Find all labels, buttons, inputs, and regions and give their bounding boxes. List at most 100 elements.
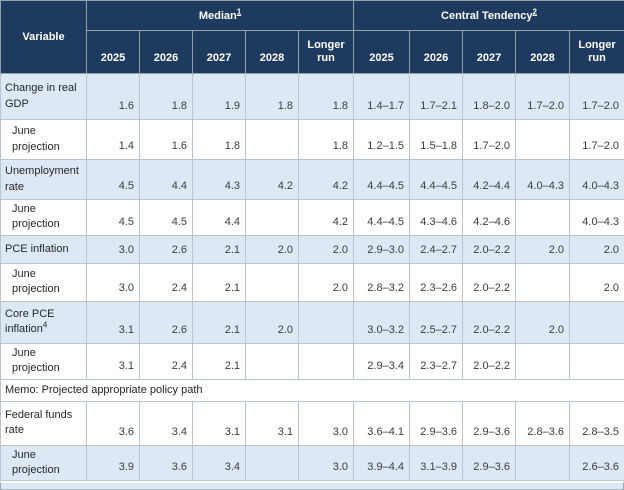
median-value-cell: 3.1	[246, 401, 299, 445]
row-label: June projection	[1, 200, 87, 236]
central-value-cell: 2.8–3.5	[570, 401, 624, 445]
median-value-cell: 1.8	[140, 74, 193, 120]
central-value-cell: 2.0–2.2	[463, 301, 516, 343]
central-value-cell: 1.7–2.0	[570, 74, 624, 120]
median-value-cell: 3.0	[299, 445, 354, 481]
central-value-cell: 2.9–3.6	[410, 401, 463, 445]
median-value-cell: 1.6	[140, 120, 193, 160]
central-value-cell: 2.0	[570, 263, 624, 301]
row-label: June projection	[1, 343, 87, 379]
row-label: PCE inflation	[1, 235, 87, 263]
row-label: Core PCE inflation4	[1, 301, 87, 343]
central-value-cell: 2.8–3.6	[516, 401, 570, 445]
central-value-cell: 2.5–2.7	[410, 301, 463, 343]
median-value-cell: 3.6	[140, 445, 193, 481]
median-value-cell: 4.2	[299, 200, 354, 236]
median-value-cell: 4.5	[87, 200, 140, 236]
median-group-header: Median1	[87, 1, 354, 31]
central-value-cell: 4.4–4.5	[354, 160, 410, 200]
median-value-cell: 2.4	[140, 343, 193, 379]
median-value-cell: 3.1	[87, 301, 140, 343]
central-value-cell: 2.0	[516, 235, 570, 263]
median-value-cell: 1.8	[193, 120, 246, 160]
median-value-cell: 4.2	[299, 160, 354, 200]
central-tendency-group-header: Central Tendency2	[354, 1, 624, 31]
central-value-cell: 4.2–4.4	[463, 160, 516, 200]
central-value-cell: 2.0–2.2	[463, 343, 516, 379]
median-value-cell	[246, 200, 299, 236]
median-value-cell	[246, 120, 299, 160]
central-tendency-group-label: Central Tendency	[441, 10, 533, 22]
central-value-cell: 2.3–2.6	[410, 263, 463, 301]
central-longer-run-header: Longer run	[570, 31, 624, 74]
central-value-cell: 1.7–2.1	[410, 74, 463, 120]
median-value-cell: 2.0	[246, 235, 299, 263]
central-value-cell: 2.8–3.2	[354, 263, 410, 301]
median-value-cell: 4.3	[193, 160, 246, 200]
median-value-cell	[246, 263, 299, 301]
central-value-cell: 2.4–2.7	[410, 235, 463, 263]
year-header-row: 2025 2026 2027 2028 Longer run 2025 2026…	[1, 31, 624, 74]
central-value-cell: 4.3–4.6	[410, 200, 463, 236]
median-value-cell: 3.0	[87, 235, 140, 263]
central-value-cell	[516, 445, 570, 481]
median-value-cell: 2.0	[299, 263, 354, 301]
median-value-cell: 2.1	[193, 263, 246, 301]
central-value-cell: 1.8–2.0	[463, 74, 516, 120]
median-value-cell: 4.5	[140, 200, 193, 236]
median-value-cell: 3.4	[193, 445, 246, 481]
central-value-cell: 1.7–2.0	[570, 120, 624, 160]
median-value-cell: 2.6	[140, 301, 193, 343]
median-value-cell: 3.0	[87, 263, 140, 301]
median-value-cell: 3.1	[87, 343, 140, 379]
median-year-header: 2026	[140, 31, 193, 74]
row-footnote-ref[interactable]: 4	[43, 321, 47, 330]
median-value-cell: 1.4	[87, 120, 140, 160]
median-value-cell: 2.0	[299, 235, 354, 263]
central-value-cell: 4.4–4.5	[354, 200, 410, 236]
central-value-cell	[570, 343, 624, 379]
median-value-cell: 3.0	[299, 401, 354, 445]
central-value-cell	[516, 120, 570, 160]
median-value-cell: 1.8	[246, 74, 299, 120]
row-label: June projection	[1, 263, 87, 301]
median-value-cell: 3.4	[140, 401, 193, 445]
central-value-cell: 2.0–2.2	[463, 235, 516, 263]
median-value-cell	[246, 445, 299, 481]
central-value-cell: 1.5–1.8	[410, 120, 463, 160]
central-value-cell: 3.0–3.2	[354, 301, 410, 343]
variable-column-header: Variable	[1, 1, 87, 74]
group-header-row: Variable Median1 Central Tendency2	[1, 1, 624, 31]
median-footnote-link[interactable]: 1	[237, 7, 241, 16]
central-value-cell: 2.0–2.2	[463, 263, 516, 301]
median-year-header: 2025	[87, 31, 140, 74]
central-value-cell	[570, 301, 624, 343]
median-value-cell	[299, 301, 354, 343]
central-value-cell: 3.9–4.4	[354, 445, 410, 481]
central-value-cell: 1.4–1.7	[354, 74, 410, 120]
median-value-cell: 3.6	[87, 401, 140, 445]
central-value-cell: 4.0–4.3	[570, 200, 624, 236]
median-value-cell: 4.4	[193, 200, 246, 236]
central-tendency-footnote-link[interactable]: 2	[533, 7, 537, 16]
median-value-cell: 1.9	[193, 74, 246, 120]
central-year-header: 2025	[354, 31, 410, 74]
median-value-cell: 1.6	[87, 74, 140, 120]
median-value-cell: 3.9	[87, 445, 140, 481]
median-value-cell: 2.1	[193, 343, 246, 379]
median-value-cell: 3.1	[193, 401, 246, 445]
memo-label: Memo: Projected appropriate policy path	[1, 379, 624, 401]
central-value-cell: 2.9–3.6	[463, 445, 516, 481]
median-year-header: 2027	[193, 31, 246, 74]
memo-row: Memo: Projected appropriate policy path	[1, 379, 624, 401]
central-year-header: 2026	[410, 31, 463, 74]
